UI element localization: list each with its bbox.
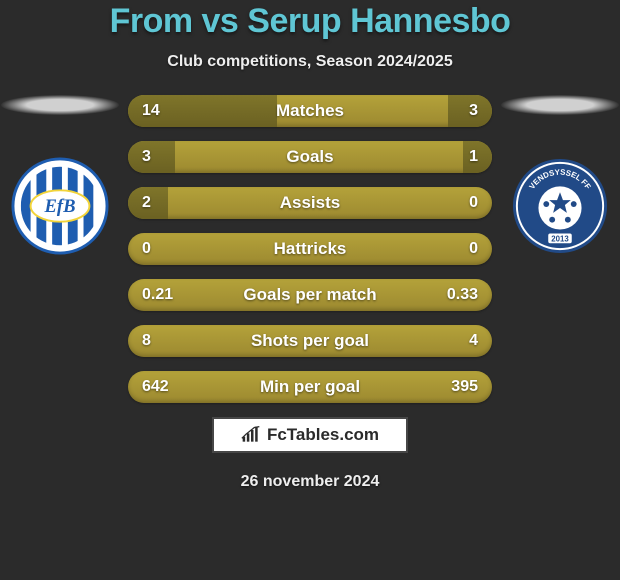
branding-badge[interactable]: FcTables.com (212, 417, 408, 453)
stat-label: Goals per match (128, 285, 492, 305)
stat-label: Shots per goal (128, 331, 492, 351)
team2-logo: VENDSYSSEL FF 2013 (511, 157, 609, 255)
stat-row: 14Matches3 (128, 95, 492, 127)
stat-label: Assists (128, 193, 492, 213)
stat-value-right: 3 (469, 102, 478, 120)
stats-list: 14Matches33Goals12Assists00Hattricks00.2… (128, 95, 492, 403)
team2-year: 2013 (551, 234, 569, 243)
shadow-ellipse (1, 95, 119, 115)
page-title: From vs Serup Hannesbo (0, 2, 620, 41)
stat-value-right: 0 (469, 240, 478, 258)
date-label: 26 november 2024 (0, 473, 620, 491)
comparison-container: EfB VENDSYSSEL FF (0, 95, 620, 403)
stat-label: Hattricks (128, 239, 492, 259)
stat-label: Goals (128, 147, 492, 167)
stat-value-left: 642 (142, 378, 169, 396)
team2-column: VENDSYSSEL FF 2013 (500, 95, 620, 255)
stat-value-right: 0.33 (447, 286, 478, 304)
stat-value-left: 0.21 (142, 286, 173, 304)
stat-row: 0Hattricks0 (128, 233, 492, 265)
stat-row: 3Goals1 (128, 141, 492, 173)
header: From vs Serup Hannesbo Club competitions… (0, 0, 620, 71)
branding-text: FcTables.com (267, 425, 379, 445)
stat-value-right: 1 (469, 148, 478, 166)
stat-label: Min per goal (128, 377, 492, 397)
stat-value-left: 14 (142, 102, 160, 120)
team1-logo: EfB (11, 157, 109, 255)
stat-value-left: 0 (142, 240, 151, 258)
shadow-ellipse (501, 95, 619, 115)
team1-short: EfB (43, 196, 75, 217)
stat-row: 642Min per goal395 (128, 371, 492, 403)
stat-value-left: 3 (142, 148, 151, 166)
stat-value-left: 2 (142, 194, 151, 212)
stat-value-right: 0 (469, 194, 478, 212)
stat-row: 8Shots per goal4 (128, 325, 492, 357)
stat-row: 2Assists0 (128, 187, 492, 219)
subtitle: Club competitions, Season 2024/2025 (0, 53, 620, 71)
stat-value-left: 8 (142, 332, 151, 350)
stat-value-right: 4 (469, 332, 478, 350)
stat-row: 0.21Goals per match0.33 (128, 279, 492, 311)
stat-label: Matches (128, 101, 492, 121)
chart-icon (241, 426, 261, 444)
stat-value-right: 395 (451, 378, 478, 396)
team1-column: EfB (0, 95, 120, 255)
